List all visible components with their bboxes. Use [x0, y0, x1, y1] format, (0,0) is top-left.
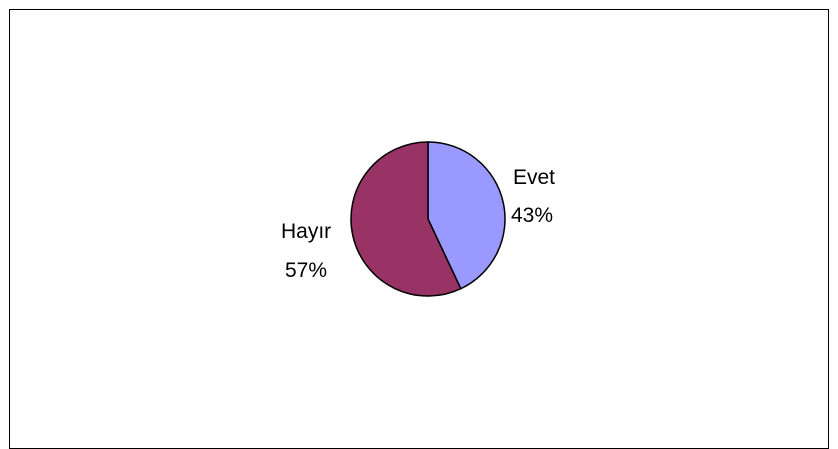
pie-slices [350, 141, 506, 297]
slice-label-evet: Evet [513, 166, 555, 189]
pie-slice-evet [427, 141, 506, 290]
slice-percent-hayir: 57% [285, 259, 327, 282]
pie-chart: Evet 43% Hayır 57% [281, 141, 555, 297]
slice-label-hayir: Hayır [281, 220, 331, 243]
slice-percent-evet: 43% [511, 204, 553, 227]
pie-slice-hayir [350, 141, 462, 297]
